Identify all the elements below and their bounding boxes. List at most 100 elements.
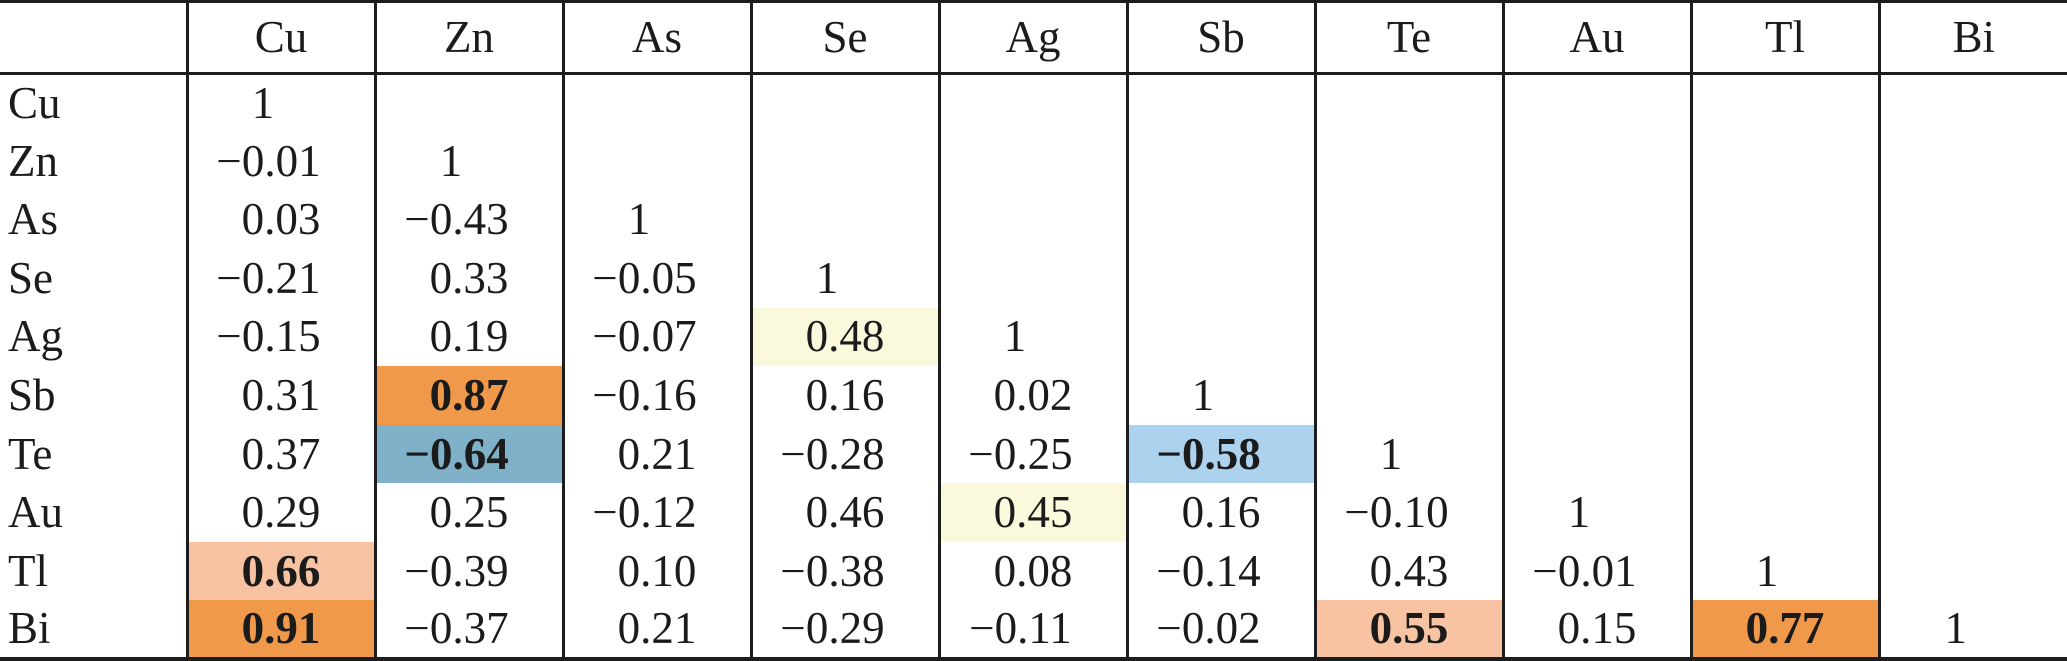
row-label-zn: Zn bbox=[8, 135, 58, 186]
cell-tl-as: 0.10 bbox=[561, 541, 751, 601]
cell-zn-au bbox=[1501, 132, 1691, 191]
cell-zn-sb bbox=[1125, 132, 1315, 191]
cell-te-tl bbox=[1689, 424, 1879, 484]
cell-se-cu: −0.21 bbox=[185, 249, 375, 308]
diagonal-one: 1 bbox=[815, 252, 839, 303]
cell-au-te: −0.10 bbox=[1313, 483, 1503, 542]
cell-ag-sb bbox=[1125, 307, 1315, 367]
minus-sign: − bbox=[216, 252, 242, 303]
cell-te-cu: 0.37 bbox=[185, 424, 375, 484]
cell-se-zn: 0.33 bbox=[373, 249, 563, 308]
cell-sb-au bbox=[1501, 366, 1691, 425]
cell-as-cu: 0.03 bbox=[185, 190, 375, 250]
column-header-tl: Tl bbox=[1689, 1, 1879, 75]
table-row-ag: Ag −0.15 0.19 −0.07 0.48 1 bbox=[0, 307, 2067, 367]
cell-tl-bi bbox=[1877, 541, 2067, 601]
column-header-sb: Sb bbox=[1125, 1, 1315, 75]
minus-sign: − bbox=[1156, 545, 1182, 596]
cell-bi-tl: 0.77 bbox=[1689, 600, 1879, 659]
diagonal-one: 1 bbox=[627, 194, 651, 245]
cell-bi-ag: −0.11 bbox=[937, 600, 1127, 659]
minus-sign: − bbox=[404, 603, 430, 654]
cell-au-as: −0.12 bbox=[561, 483, 751, 542]
minus-sign: − bbox=[1156, 603, 1182, 654]
cell-au-au: 1 bbox=[1501, 483, 1691, 542]
cell-se-au bbox=[1501, 249, 1691, 308]
cell-au-tl bbox=[1689, 483, 1879, 542]
row-label-as: As bbox=[8, 194, 59, 245]
table-header: Cu Zn As Se Ag Sb Te Au Tl Bi bbox=[0, 1, 2067, 75]
cell-sb-cu: 0.31 bbox=[185, 366, 375, 425]
header-row: Cu Zn As Se Ag Sb Te Au Tl Bi bbox=[0, 1, 2067, 75]
corner-cell bbox=[0, 1, 187, 75]
row-label-au: Au bbox=[8, 487, 63, 538]
minus-sign: − bbox=[404, 545, 430, 596]
cell-tl-tl: 1 bbox=[1689, 541, 1879, 601]
cell-ag-tl bbox=[1689, 307, 1879, 367]
cell-ag-ag: 1 bbox=[937, 307, 1127, 367]
cell-se-tl bbox=[1689, 249, 1879, 308]
column-header-as: As bbox=[561, 1, 751, 75]
cell-cu-zn bbox=[373, 73, 563, 133]
cell-cu-tl bbox=[1689, 73, 1879, 133]
cell-as-au bbox=[1501, 190, 1691, 250]
table-row-au: Au 0.29 0.25 −0.12 0.46 0.45 0.16 −0.10 1 bbox=[0, 483, 2067, 542]
cell-bi-se: −0.29 bbox=[749, 600, 939, 659]
cell-ag-zn: 0.19 bbox=[373, 307, 563, 367]
cell-au-ag: 0.45 bbox=[937, 483, 1127, 542]
cell-te-au bbox=[1501, 424, 1691, 484]
cell-au-sb: 0.16 bbox=[1125, 483, 1315, 542]
row-label-bi: Bi bbox=[8, 603, 51, 654]
diagonal-one: 1 bbox=[251, 78, 275, 129]
cell-sb-se: 0.16 bbox=[749, 366, 939, 425]
cell-tl-ag: 0.08 bbox=[937, 541, 1127, 601]
cell-sb-te bbox=[1313, 366, 1503, 425]
cell-bi-au: 0.15 bbox=[1501, 600, 1691, 659]
cell-au-se: 0.46 bbox=[749, 483, 939, 542]
cell-se-se: 1 bbox=[749, 249, 939, 308]
cell-tl-sb: −0.14 bbox=[1125, 541, 1315, 601]
row-label-sb: Sb bbox=[8, 370, 56, 420]
diagonal-one: 1 bbox=[439, 135, 463, 186]
minus-sign: − bbox=[592, 487, 618, 538]
table-row-tl: Tl 0.66 −0.39 0.10 −0.38 0.08 −0.14 0.43 −0.01 1 bbox=[0, 541, 2067, 601]
minus-sign: − bbox=[780, 603, 806, 654]
cell-te-bi bbox=[1877, 424, 2067, 484]
cell-bi-cu: 0.91 bbox=[185, 600, 375, 659]
minus-sign: − bbox=[592, 311, 618, 362]
cell-tl-se: −0.38 bbox=[749, 541, 939, 601]
table-row-bi: Bi 0.91 −0.37 0.21 −0.29 −0.11 −0.02 0.55 0.15 0.… bbox=[0, 600, 2067, 659]
table-row-as: As 0.03 −0.43 1 bbox=[0, 190, 2067, 250]
minus-sign: − bbox=[1156, 428, 1182, 479]
row-label-te: Te bbox=[8, 428, 53, 479]
cell-te-sb: −0.58 bbox=[1125, 424, 1315, 484]
row-label-tl: Tl bbox=[8, 545, 48, 596]
minus-sign: − bbox=[592, 252, 618, 303]
cell-ag-se: 0.48 bbox=[749, 307, 939, 367]
diagonal-one: 1 bbox=[1191, 370, 1215, 420]
cell-ag-au bbox=[1501, 307, 1691, 367]
cell-ag-cu: −0.15 bbox=[185, 307, 375, 367]
minus-sign: − bbox=[216, 135, 242, 186]
minus-sign: − bbox=[404, 428, 430, 479]
diagonal-one: 1 bbox=[1944, 603, 1968, 654]
cell-tl-zn: −0.39 bbox=[373, 541, 563, 601]
cell-cu-au bbox=[1501, 73, 1691, 133]
cell-te-ag: −0.25 bbox=[937, 424, 1127, 484]
cell-cu-te bbox=[1313, 73, 1503, 133]
cell-cu-se bbox=[749, 73, 939, 133]
minus-sign: − bbox=[780, 545, 806, 596]
column-header-au: Au bbox=[1501, 1, 1691, 75]
cell-se-te bbox=[1313, 249, 1503, 308]
cell-ag-te bbox=[1313, 307, 1503, 367]
table-row-te: Te 0.37 −0.64 0.21 −0.28 −0.25 −0.58 1 bbox=[0, 424, 2067, 484]
cell-sb-bi bbox=[1877, 366, 2067, 425]
cell-zn-se bbox=[749, 132, 939, 191]
table-row-zn: Zn −0.01 1 bbox=[0, 132, 2067, 191]
diagonal-one: 1 bbox=[1003, 311, 1027, 362]
cell-as-tl bbox=[1689, 190, 1879, 250]
cell-zn-as bbox=[561, 132, 751, 191]
column-header-ag: Ag bbox=[937, 1, 1127, 75]
cell-sb-tl bbox=[1689, 366, 1879, 425]
